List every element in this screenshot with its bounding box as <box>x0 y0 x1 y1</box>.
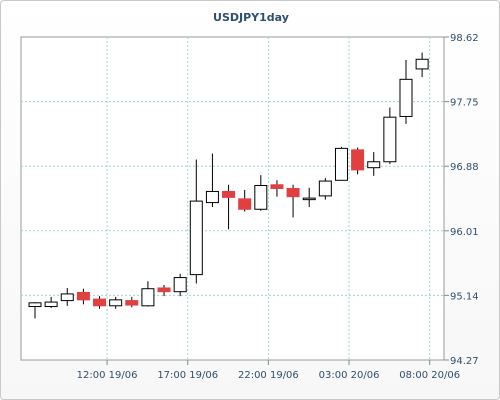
candle <box>189 159 203 284</box>
candle <box>270 180 284 197</box>
candle-body-bullish <box>383 116 397 163</box>
candle-body-bearish <box>222 190 236 198</box>
candle-body-bullish <box>254 185 268 210</box>
y-tick-label: 97.75 <box>450 98 479 109</box>
candle-body-bearish <box>76 291 90 301</box>
candle <box>205 153 219 208</box>
candle <box>141 281 155 307</box>
candle <box>399 60 413 124</box>
candle-body-bullish <box>334 147 348 181</box>
candle <box>28 302 42 319</box>
candle <box>254 175 268 211</box>
x-tick-label: 17:00 19/06 <box>157 370 218 381</box>
x-tick-label: 22:00 19/06 <box>238 370 299 381</box>
candle-body-bullish <box>205 190 219 204</box>
candle-body-bullish <box>318 180 332 197</box>
candle-body-bullish <box>173 277 187 293</box>
candle-body-bearish <box>238 198 252 210</box>
candle <box>222 184 236 230</box>
candle-body-bullish <box>367 161 381 169</box>
y-tick-label: 98.62 <box>450 33 479 44</box>
candle <box>60 287 74 306</box>
candle <box>238 189 252 212</box>
candle <box>334 146 348 181</box>
y-tick-label: 96.01 <box>450 227 479 238</box>
x-tick-label: 12:00 19/06 <box>77 370 138 381</box>
candle-body-bullish <box>189 200 203 276</box>
candle-body-bearish <box>157 287 171 293</box>
candle <box>367 152 381 176</box>
candle-body-bullish <box>44 301 58 308</box>
candle <box>318 178 332 200</box>
x-tick-label: 03:00 20/06 <box>319 370 380 381</box>
candle-body-bullish <box>302 197 316 201</box>
candle-body-bearish <box>351 149 365 171</box>
y-tick-label: 95.14 <box>450 291 479 302</box>
y-tick-label: 96.88 <box>450 162 479 173</box>
candle-body-bullish <box>415 58 429 70</box>
x-tick-label: 08:00 20/06 <box>399 370 460 381</box>
candle <box>44 296 58 309</box>
candle <box>383 107 397 164</box>
candle-body-bullish <box>60 293 74 302</box>
plot-area <box>20 36 445 361</box>
candle <box>415 52 429 78</box>
candle <box>302 187 316 208</box>
candle-body-bullish <box>141 288 155 307</box>
candle-body-bearish <box>125 300 139 306</box>
axis-layer: 94.27 95.14 96.01 96.88 97.75 98.62 12:00 19/0… <box>77 33 479 381</box>
chart-title: USDJPY1day <box>213 11 289 24</box>
candle <box>125 296 139 308</box>
candle <box>351 147 365 175</box>
candle-layer <box>28 52 429 319</box>
candle <box>157 285 171 297</box>
candle <box>286 184 300 218</box>
candle <box>109 296 123 309</box>
candle <box>93 296 107 309</box>
candle-body-bearish <box>270 184 284 189</box>
candle-body-bearish <box>286 187 300 198</box>
candle-body-bullish <box>28 302 42 308</box>
candle <box>173 273 187 297</box>
candle-body-bullish <box>109 299 123 307</box>
candle-body-bearish <box>93 298 107 307</box>
y-tick-label: 94.27 <box>450 356 479 367</box>
candle <box>76 288 90 305</box>
candle-body-bullish <box>399 78 413 117</box>
